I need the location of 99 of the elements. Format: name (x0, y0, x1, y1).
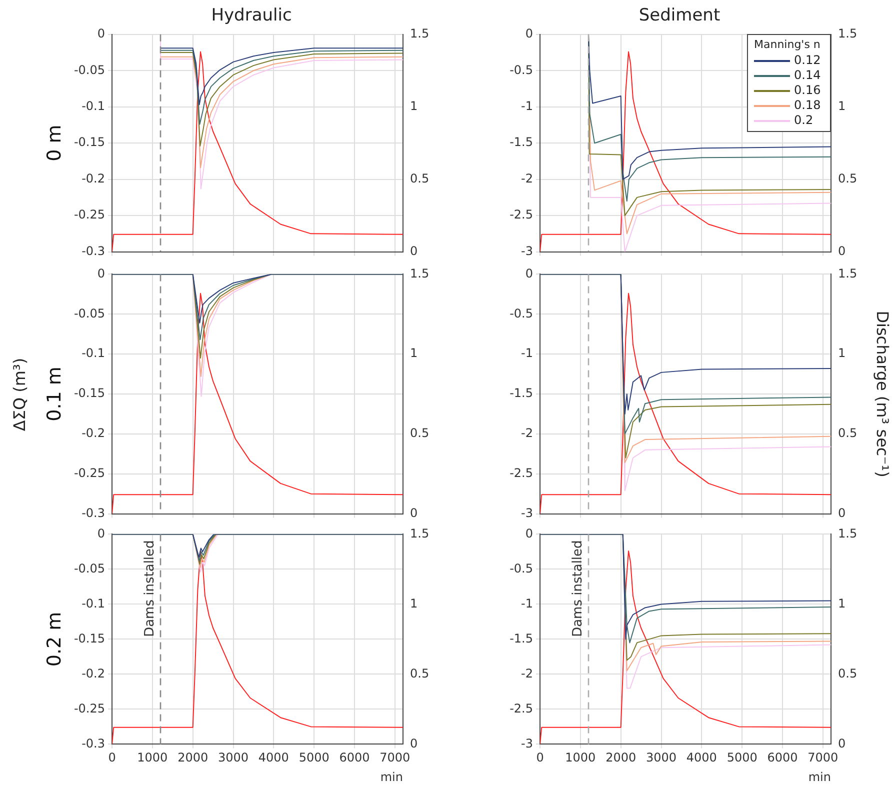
y-tick-label: -0.05 (74, 62, 105, 77)
y-tick-label: -0.15 (74, 135, 105, 150)
y2-tick-label: 1.5 (838, 526, 858, 540)
y-tick-label: 0 (97, 526, 105, 540)
x-tick-label: 4000 (258, 750, 289, 765)
y2-tick-label: 0.5 (410, 426, 430, 440)
y-tick-label: -0.3 (82, 244, 105, 258)
y-tick-label: 0 (97, 26, 105, 41)
y-tick-label: -3 (521, 736, 533, 750)
x-tick-label: 1000 (565, 750, 596, 765)
legend-title: Manning's n (754, 38, 822, 52)
y2-tick-label: 1.5 (410, 526, 430, 540)
y2-axis-title: Discharge (m³ sec⁻¹) (873, 310, 892, 478)
x-tick-label: 5000 (298, 750, 330, 765)
x-tick-label: 0 (108, 750, 116, 765)
y-tick-label: -2 (521, 666, 533, 680)
x-axis-title: min (808, 770, 831, 784)
y-axis-title: 0 m (43, 124, 66, 162)
y2-tick-label: 0.5 (838, 666, 858, 680)
y2-tick-label: 0.5 (838, 171, 858, 186)
y-tick-label: -0.5 (510, 62, 533, 77)
chart-title: Sediment (638, 6, 720, 26)
y-tick-label: -2 (521, 171, 533, 186)
text: ΔΣQ (m³) (10, 357, 30, 431)
y-tick-label: -0.05 (74, 561, 105, 576)
y2-tick-label: 0.5 (838, 426, 858, 440)
x-tick-label: 5000 (726, 750, 758, 765)
y-tick-label: -0.2 (82, 426, 105, 440)
y-tick-label: -1 (521, 346, 533, 360)
y2-tick-label: 0 (410, 244, 418, 258)
y-axis-title: 0.2 m (43, 612, 66, 667)
y-tick-label: 0 (525, 526, 533, 540)
y2-tick-label: 1 (410, 98, 418, 113)
x-tick-label: 1000 (137, 750, 168, 765)
y-tick-label: -0.15 (74, 631, 105, 646)
x-tick-label: 6000 (339, 750, 370, 765)
y-tick-label: -3 (521, 244, 533, 258)
y-tick-label: 0 (97, 266, 105, 280)
y-tick-label: -0.5 (510, 561, 533, 576)
y-tick-label: -0.2 (82, 171, 105, 186)
y2-tick-label: 1 (410, 596, 418, 610)
chart-title: Hydraulic (211, 6, 292, 26)
y-tick-label: -2.5 (510, 466, 533, 480)
ref-line-label: Dams installed (142, 540, 158, 637)
y-tick-label: -3 (521, 506, 533, 520)
y2-tick-label: 0 (838, 736, 846, 750)
x-tick-label: 4000 (686, 750, 717, 765)
x-axis-title: min (380, 770, 403, 784)
y-axis-title: 0.1 m (43, 366, 66, 422)
y2-tick-label: 1 (838, 596, 846, 610)
x-tick-label: 3000 (646, 750, 677, 765)
y2-tick-label: 0.5 (410, 171, 430, 186)
legend-label: 0.2 (794, 113, 814, 128)
y-tick-label: -0.3 (82, 736, 105, 750)
y-tick-label: -0.5 (510, 306, 533, 320)
y2-tick-label: 1.5 (838, 266, 858, 280)
y2-tick-label: 1 (838, 98, 846, 113)
y-tick-label: -2.5 (510, 208, 533, 222)
y-tick-label: -0.25 (74, 208, 105, 222)
y-tick-label: -2.5 (510, 701, 533, 716)
y2-tick-label: 0.5 (410, 666, 430, 680)
y2-tick-label: 1 (410, 346, 418, 360)
y2-tick-label: 0 (838, 506, 846, 520)
ref-line-label: Dams installed (570, 540, 586, 637)
y-tick-label: -1 (521, 596, 533, 610)
x-tick-label: 3000 (218, 750, 249, 765)
y-tick-label: -1.5 (510, 135, 533, 150)
y-tick-label: -0.15 (74, 386, 105, 400)
x-tick-label: 7000 (808, 750, 838, 765)
y-tick-label: -0.1 (82, 596, 105, 610)
legend-label: 0.14 (794, 68, 822, 84)
x-tick-label: 0 (536, 750, 544, 765)
y-tick-label: -1.5 (510, 386, 533, 400)
y2-tick-label: 0 (410, 736, 418, 750)
y-tick-label: -0.25 (74, 701, 105, 716)
y-tick-label: -0.1 (82, 98, 105, 113)
y2-tick-label: 0 (838, 244, 846, 258)
y-tick-label: 0 (525, 26, 533, 41)
y-tick-label: -2 (521, 426, 533, 440)
x-tick-label: 2000 (178, 750, 208, 765)
y-tick-label: -0.1 (82, 346, 105, 360)
y-tick-label: -0.2 (82, 666, 105, 680)
x-tick-label: 6000 (767, 750, 798, 765)
y-tick-label: -0.05 (74, 306, 105, 320)
x-tick-label: 7000 (380, 750, 410, 765)
y2-tick-label: 1 (838, 346, 846, 360)
y2-tick-label: 0 (410, 506, 418, 520)
y-tick-label: -0.3 (82, 506, 105, 520)
y2-tick-label: 1.5 (410, 266, 430, 280)
y-tick-label: -1 (521, 98, 533, 113)
y-tick-label: 0 (525, 266, 533, 280)
y-tick-label: -0.25 (74, 466, 105, 480)
y-tick-label: -1.5 (510, 631, 533, 646)
legend-label: 0.16 (794, 83, 822, 98)
legend-label: 0.12 (794, 53, 822, 68)
legend-label: 0.18 (794, 98, 822, 114)
y2-tick-label: 1.5 (410, 26, 430, 41)
y2-tick-label: 1.5 (838, 26, 858, 41)
x-tick-label: 2000 (606, 750, 636, 765)
